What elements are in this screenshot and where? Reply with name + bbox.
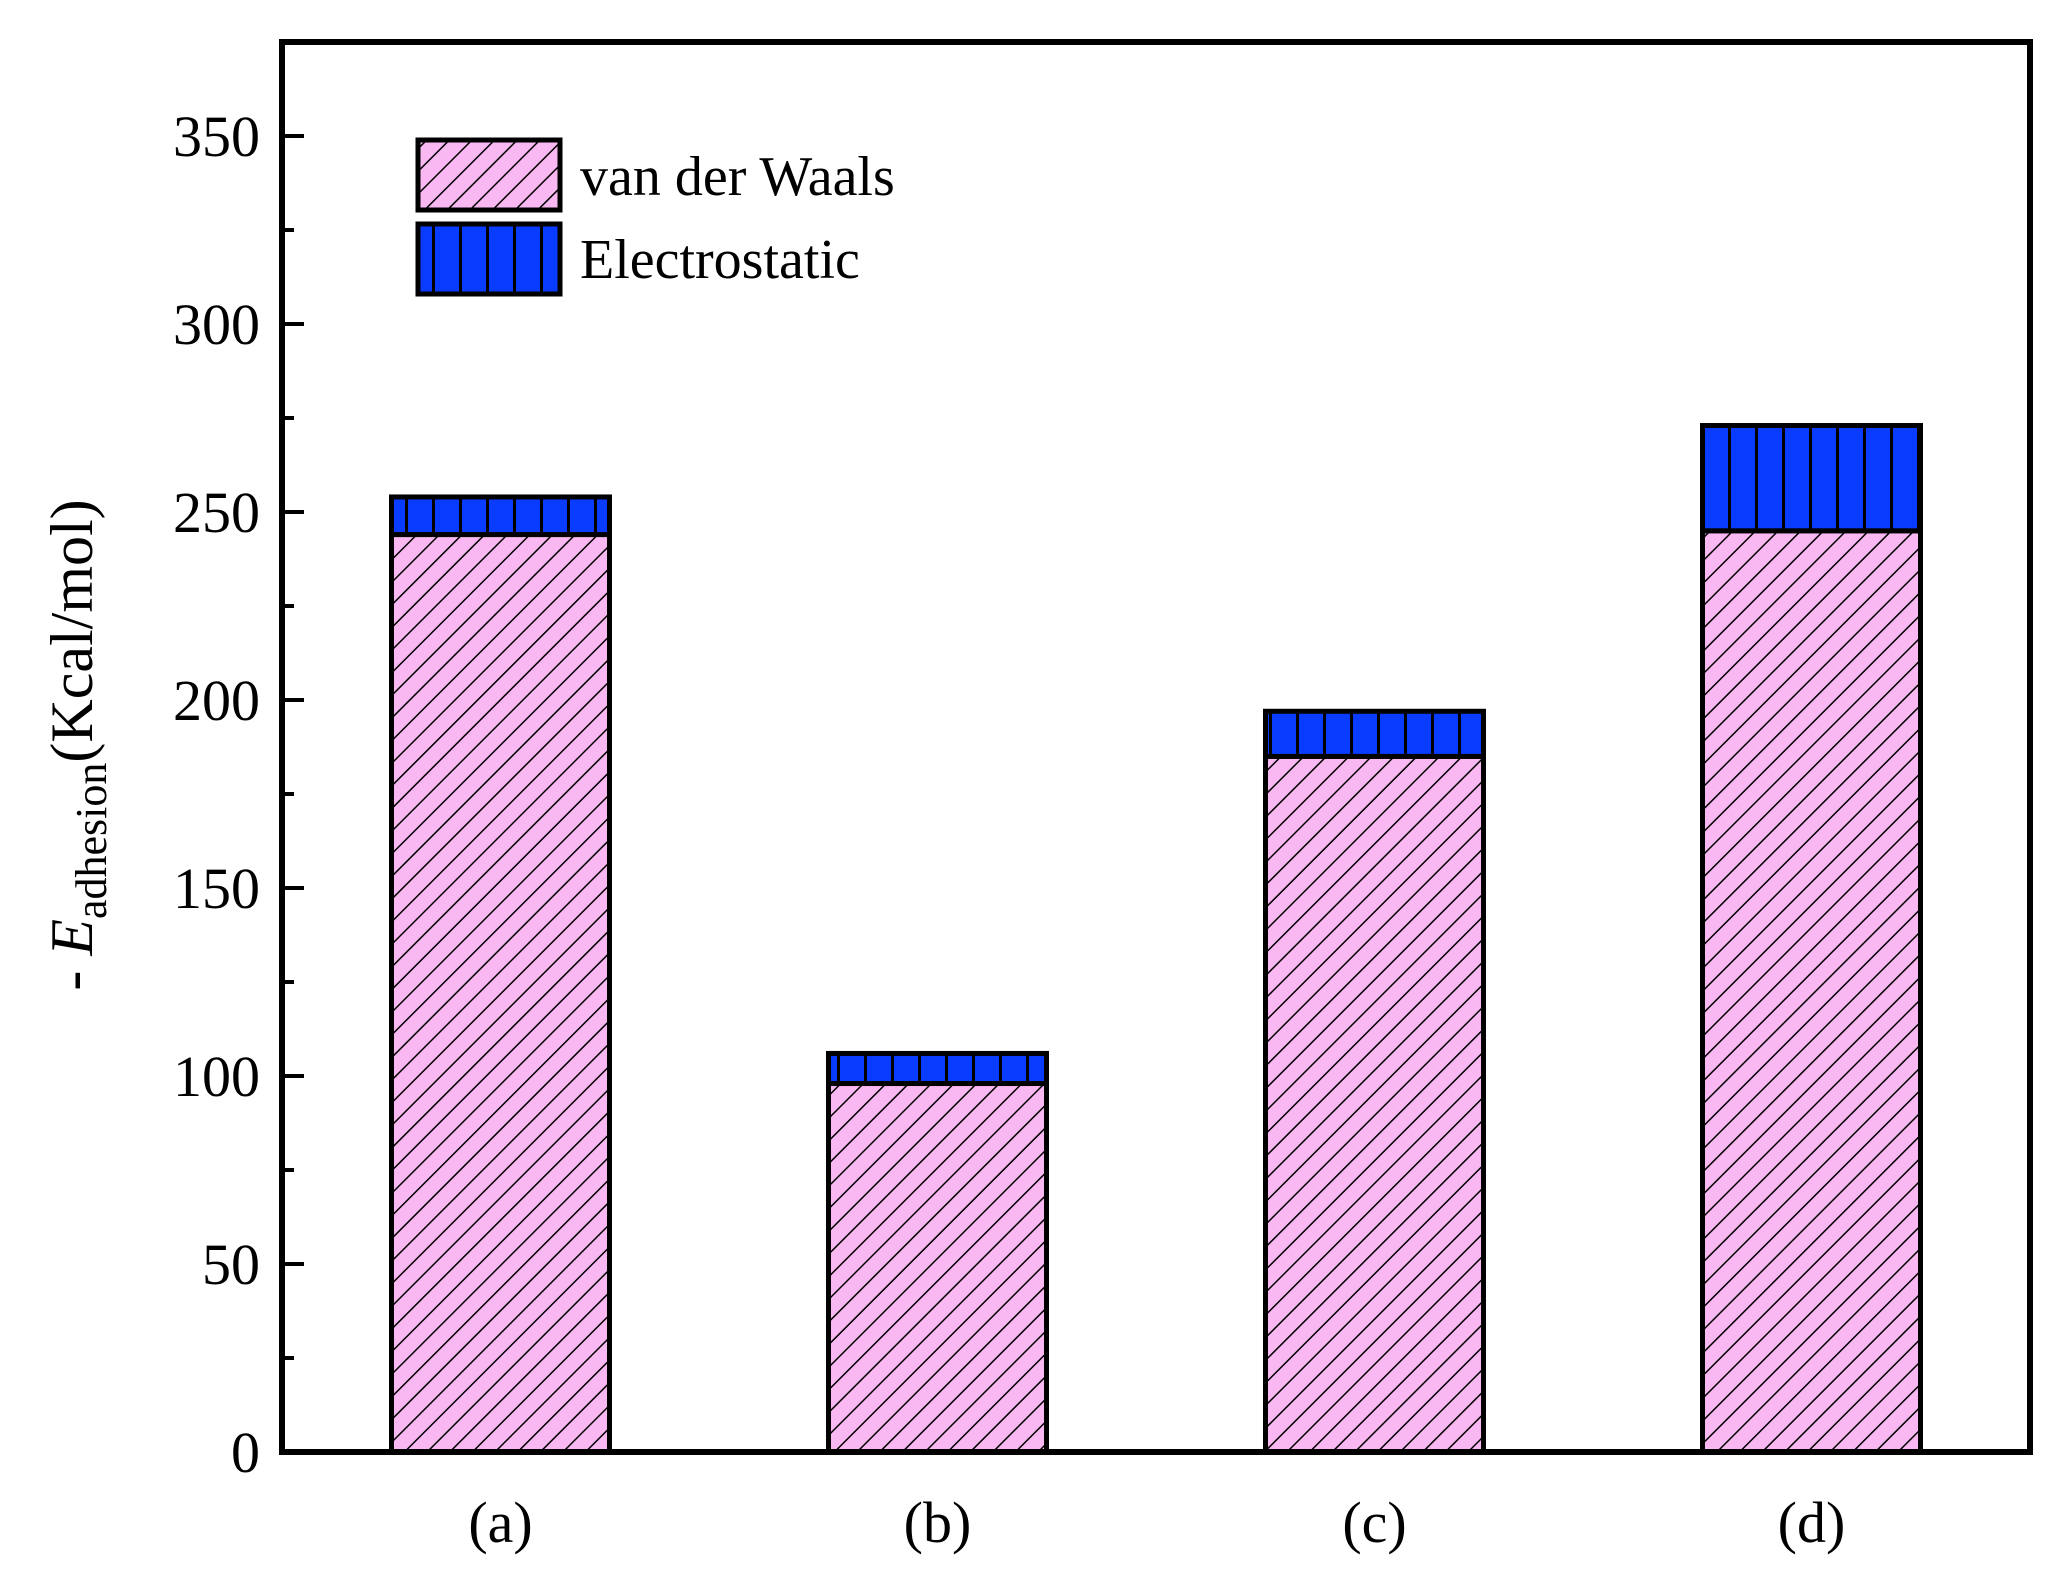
x-tick-label: (b) bbox=[904, 1490, 972, 1555]
y-axis-title: - Eadhesion(Kcal/mol) bbox=[39, 499, 116, 990]
bar-electrostatic-3 bbox=[1263, 708, 1486, 759]
bar-van-der-waals-2 bbox=[826, 1081, 1049, 1455]
bar-electrostatic-4 bbox=[1700, 423, 1923, 534]
y-axis-title-symbol: E bbox=[39, 919, 105, 957]
bar-van-der-waals-4 bbox=[1700, 528, 1923, 1455]
bar-van-der-waals-1 bbox=[389, 532, 612, 1455]
y-tick-label: 100 bbox=[173, 1044, 260, 1109]
x-tick-label: (c) bbox=[1342, 1490, 1406, 1555]
y-tick-label: 150 bbox=[173, 856, 260, 921]
y-tick-label: 350 bbox=[173, 104, 260, 169]
y-tick-label: 50 bbox=[202, 1232, 260, 1297]
y-axis-title-subscript: adhesion bbox=[67, 763, 116, 919]
x-tick-label: (a) bbox=[468, 1490, 532, 1555]
bar-van-der-waals-3 bbox=[1263, 753, 1486, 1455]
y-axis-title-unit: (Kcal/mol) bbox=[39, 499, 105, 762]
legend: van der Waals Electrostatic bbox=[415, 137, 895, 297]
y-tick-label: 300 bbox=[173, 292, 260, 357]
y-tick-label: 250 bbox=[173, 480, 260, 545]
bar-electrostatic-1 bbox=[389, 494, 612, 538]
y-tick-label: 200 bbox=[173, 668, 260, 733]
y-axis-title-prefix: - bbox=[39, 956, 105, 991]
bar-electrostatic-2 bbox=[826, 1050, 1049, 1087]
x-tick-label: (d) bbox=[1778, 1490, 1846, 1555]
plot-frame bbox=[279, 39, 2033, 1455]
y-tick-label: 0 bbox=[231, 1420, 260, 1485]
legend-label-electrostatic: Electrostatic bbox=[580, 229, 860, 291]
legend-label-van-der-waals: van der Waals bbox=[580, 146, 895, 208]
legend-swatch-electrostatic bbox=[415, 221, 563, 297]
legend-swatch-van-der-waals bbox=[415, 137, 563, 213]
